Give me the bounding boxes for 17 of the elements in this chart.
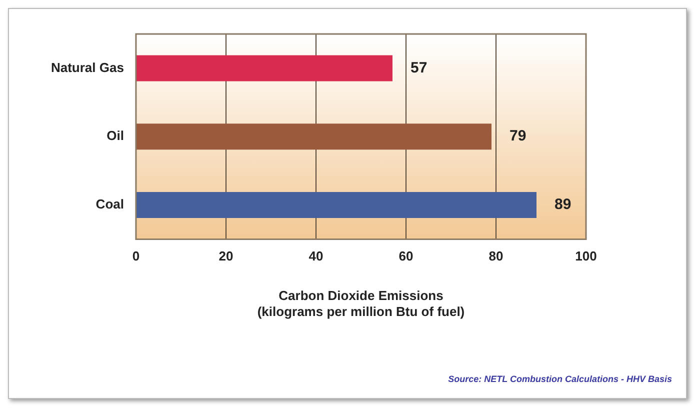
x-tick-label: 100 xyxy=(575,248,597,264)
x-tick-label: 40 xyxy=(308,248,324,264)
x-tick-label: 80 xyxy=(488,248,504,264)
source-note: Source: NETL Combustion Calculations - HHV Basis xyxy=(448,374,672,384)
data-label: 89 xyxy=(554,196,572,214)
bar xyxy=(136,124,492,150)
data-label: 57 xyxy=(410,59,428,76)
x-axis-title: Carbon Dioxide Emissions (kilograms per million Btu of fuel) xyxy=(257,288,465,319)
data-label: 79 xyxy=(509,128,526,145)
y-tick-label: Coal xyxy=(96,196,124,212)
x-tick-label: 0 xyxy=(132,248,140,264)
y-tick-label: Oil xyxy=(106,128,124,144)
bar xyxy=(136,192,536,218)
x-tick-label: 60 xyxy=(398,248,414,264)
bar xyxy=(136,55,392,82)
x-tick-label: 20 xyxy=(218,248,234,264)
y-tick-label: Natural Gas xyxy=(50,60,124,75)
